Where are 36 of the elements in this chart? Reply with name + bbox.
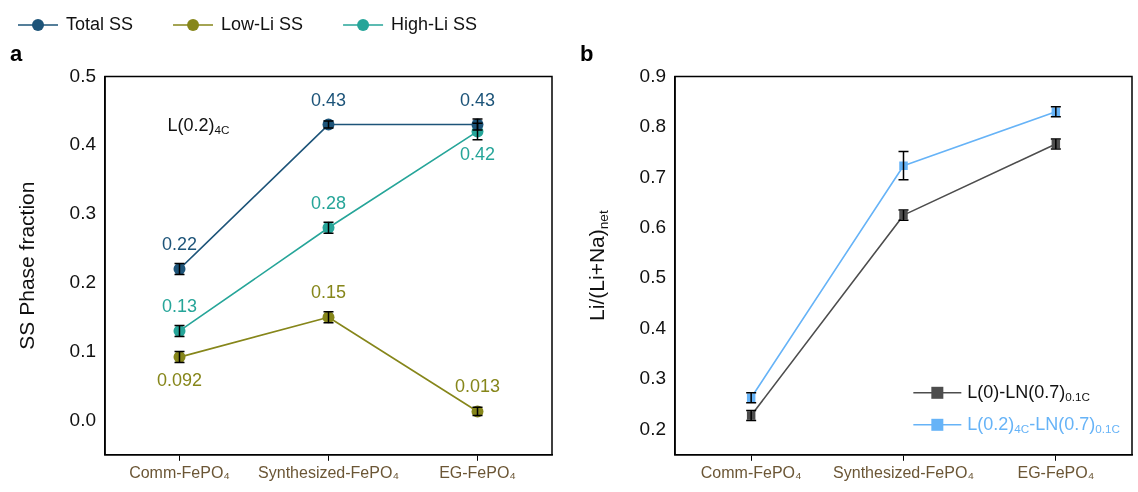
y-tick-label: 0.4 bbox=[639, 316, 667, 338]
x-tick-label: EG-FePO₄ bbox=[439, 463, 516, 481]
data-label: 0.28 bbox=[310, 192, 347, 213]
x-tick-label: EG-FePO₄ bbox=[1017, 463, 1095, 481]
data-label: 0.092 bbox=[156, 370, 203, 391]
legend-label: Low-Li SS bbox=[221, 13, 304, 34]
data-label: 0.13 bbox=[161, 295, 198, 316]
data-label: 0.013 bbox=[454, 376, 501, 397]
y-axis-title: SS Phase fraction bbox=[14, 181, 38, 350]
chart-title: b bbox=[580, 41, 594, 67]
y-tick-label: 0.9 bbox=[639, 64, 666, 86]
y-tick-label: 0.1 bbox=[69, 339, 96, 361]
x-tick-label: Comm-FePO₄ bbox=[129, 463, 230, 481]
chart-title: a bbox=[10, 41, 23, 67]
data-label: 0.43 bbox=[459, 89, 496, 110]
y-tick-label: 0.5 bbox=[69, 64, 96, 86]
y-tick-label: 0.4 bbox=[69, 133, 97, 155]
y-tick-label: 0.5 bbox=[639, 266, 666, 288]
data-label: 0.22 bbox=[161, 234, 198, 255]
y-tick-label: 0.3 bbox=[69, 202, 96, 224]
y-axis-title: Li/(Li+Na)net bbox=[584, 210, 612, 321]
y-tick-label: 0.8 bbox=[639, 115, 666, 137]
y-tick-label: 0.3 bbox=[639, 367, 666, 389]
x-tick-label: Synthesized-FePO₄ bbox=[833, 463, 974, 481]
x-tick-label: Comm-FePO₄ bbox=[700, 463, 802, 481]
y-tick-label: 0.7 bbox=[639, 165, 666, 187]
y-tick-label: 0.2 bbox=[69, 271, 96, 293]
data-label: 0.15 bbox=[310, 282, 347, 303]
legend-label: High-Li SS bbox=[391, 13, 478, 34]
legend-label: Total SS bbox=[66, 13, 134, 34]
data-label: 0.42 bbox=[459, 144, 496, 165]
y-tick-label: 0.6 bbox=[639, 215, 666, 237]
x-tick-label: Synthesized-FePO₄ bbox=[258, 463, 399, 481]
y-tick-label: 0.0 bbox=[69, 408, 96, 430]
y-tick-label: 0.2 bbox=[639, 417, 666, 439]
data-label: 0.43 bbox=[310, 89, 347, 110]
